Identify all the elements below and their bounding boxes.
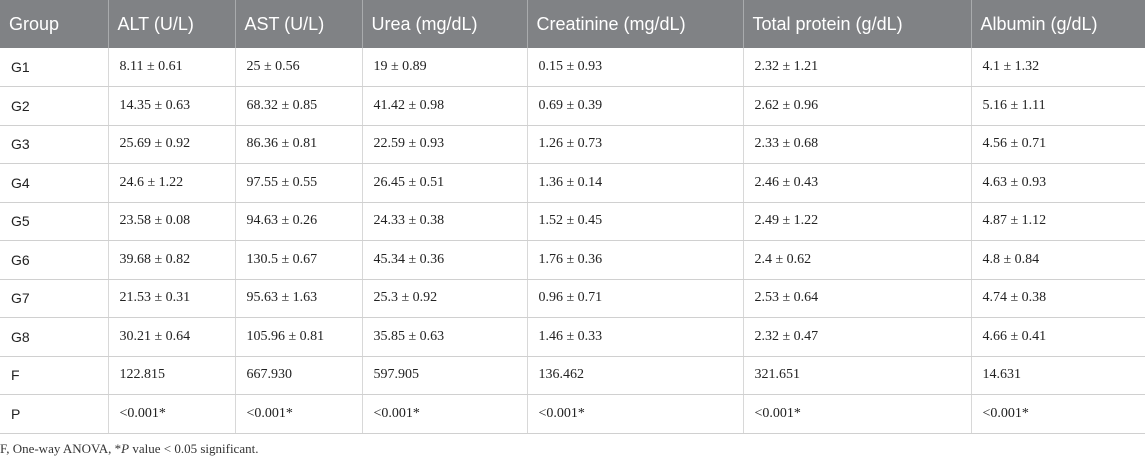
table-cell: 14.35 ± 0.63 — [108, 86, 236, 126]
table-cell: 41.42 ± 0.98 — [362, 86, 528, 126]
table-row: G2 14.35 ± 0.63 68.32 ± 0.85 41.42 ± 0.98 0.… — [0, 86, 1145, 126]
table-cell: 25.3 ± 0.92 — [362, 279, 528, 318]
table-cell: 1.52 ± 0.45 — [527, 202, 744, 241]
table-cell: 23.58 ± 0.08 — [108, 202, 236, 241]
table-cell: G7 — [0, 279, 109, 318]
header-cell: ALT (U/L) — [108, 0, 236, 48]
table-row: G8 30.21 ± 0.64 105.96 ± 0.81 35.85 ± 0.63 1… — [0, 317, 1145, 357]
table-cell: 86.36 ± 0.81 — [235, 125, 363, 164]
table-cell: 22.59 ± 0.93 — [362, 125, 528, 164]
table-row: P <0.001* <0.001* <0.001* <0.001* <0.001* <0.0… — [0, 394, 1145, 434]
table-row: F 122.815 667.930 597.905 136.462 321.651 14.6… — [0, 356, 1145, 395]
table-cell: 2.46 ± 0.43 — [743, 163, 972, 203]
header-cell: Total protein (g/dL) — [743, 0, 972, 48]
table-cell: 105.96 ± 0.81 — [235, 317, 363, 357]
header-cell: Urea (mg/dL) — [362, 0, 528, 48]
table-cell: 26.45 ± 0.51 — [362, 163, 528, 203]
table-cell: P — [0, 394, 109, 434]
table-cell: 25.69 ± 0.92 — [108, 125, 236, 164]
table-cell: 21.53 ± 0.31 — [108, 279, 236, 318]
header-cell: Albumin (g/dL) — [971, 0, 1145, 48]
table-cell: <0.001* — [971, 394, 1145, 434]
table-cell: 4.66 ± 0.41 — [971, 317, 1145, 357]
table-cell: 2.4 ± 0.62 — [743, 240, 972, 280]
table-cell: 19 ± 0.89 — [362, 48, 528, 87]
table-cell: F — [0, 356, 109, 395]
table-cell: 130.5 ± 0.67 — [235, 240, 363, 280]
table-cell: 4.56 ± 0.71 — [971, 125, 1145, 164]
table-cell: G2 — [0, 86, 109, 126]
table-row: G5 23.58 ± 0.08 94.63 ± 0.26 24.33 ± 0.38 1.… — [0, 202, 1145, 241]
table-cell: 30.21 ± 0.64 — [108, 317, 236, 357]
table-cell: 2.33 ± 0.68 — [743, 125, 972, 164]
table-cell: 4.63 ± 0.93 — [971, 163, 1145, 203]
table-cell: 97.55 ± 0.55 — [235, 163, 363, 203]
table-row: G4 24.6 ± 1.22 97.55 ± 0.55 26.45 ± 0.51 1.3… — [0, 163, 1145, 203]
table-cell: <0.001* — [362, 394, 528, 434]
table-cell: <0.001* — [108, 394, 236, 434]
table-cell: 94.63 ± 0.26 — [235, 202, 363, 241]
table-cell: 4.74 ± 0.38 — [971, 279, 1145, 318]
table-cell: 24.33 ± 0.38 — [362, 202, 528, 241]
data-table: Group ALT (U/L) AST (U/L) Urea (mg/dL) Creat… — [0, 0, 1145, 434]
footnote-italic: P — [121, 441, 130, 456]
table-cell: 321.651 — [743, 356, 972, 395]
header-cell: Group — [0, 0, 109, 48]
header-cell: AST (U/L) — [235, 0, 363, 48]
table-row: G3 25.69 ± 0.92 86.36 ± 0.81 22.59 ± 0.93 1.… — [0, 125, 1145, 164]
table-cell: G8 — [0, 317, 109, 357]
table-cell: 24.6 ± 1.22 — [108, 163, 236, 203]
table-cell: 8.11 ± 0.61 — [108, 48, 236, 87]
table-cell: G4 — [0, 163, 109, 203]
table-row: G1 8.11 ± 0.61 25 ± 0.56 19 ± 0.89 0.15 ± 0.… — [0, 48, 1145, 87]
table-cell: <0.001* — [527, 394, 744, 434]
table-cell: 2.32 ± 1.21 — [743, 48, 972, 87]
table-cell: 1.46 ± 0.33 — [527, 317, 744, 357]
table-cell: G5 — [0, 202, 109, 241]
table-cell: G3 — [0, 125, 109, 164]
table-cell: G1 — [0, 48, 109, 87]
table-row: G6 39.68 ± 0.82 130.5 ± 0.67 45.34 ± 0.36 1.… — [0, 240, 1145, 280]
header-cell: Creatinine (mg/dL) — [527, 0, 744, 48]
table-cell: 14.631 — [971, 356, 1145, 395]
table-cell: G6 — [0, 240, 109, 280]
table-cell: 2.53 ± 0.64 — [743, 279, 972, 318]
table-cell: 1.36 ± 0.14 — [527, 163, 744, 203]
table-cell: 136.462 — [527, 356, 744, 395]
table-row: G7 21.53 ± 0.31 95.63 ± 1.63 25.3 ± 0.92 0.9… — [0, 279, 1145, 318]
table-cell: 122.815 — [108, 356, 236, 395]
table-cell: 4.1 ± 1.32 — [971, 48, 1145, 87]
header-row: Group ALT (U/L) AST (U/L) Urea (mg/dL) Creat… — [0, 0, 1145, 48]
table-cell: 25 ± 0.56 — [235, 48, 363, 87]
table-cell: 68.32 ± 0.85 — [235, 86, 363, 126]
table-cell: 2.32 ± 0.47 — [743, 317, 972, 357]
table-cell: 0.69 ± 0.39 — [527, 86, 744, 126]
table-cell: <0.001* — [743, 394, 972, 434]
table-body: G1 8.11 ± 0.61 25 ± 0.56 19 ± 0.89 0.15 ± 0.… — [0, 48, 1145, 434]
footnote-text: F, One-way ANOVA, * — [0, 441, 122, 456]
table-cell: 2.49 ± 1.22 — [743, 202, 972, 241]
table-cell: 35.85 ± 0.63 — [362, 317, 528, 357]
table-cell: 0.15 ± 0.93 — [527, 48, 744, 87]
table-cell: 5.16 ± 1.11 — [971, 86, 1145, 126]
table-cell: 0.96 ± 0.71 — [527, 279, 744, 318]
table-cell: 4.87 ± 1.12 — [971, 202, 1145, 241]
table-cell: 667.930 — [235, 356, 363, 395]
footnote-text: value < 0.05 significant. — [129, 441, 259, 456]
table-cell: 95.63 ± 1.63 — [235, 279, 363, 318]
table-cell: 1.76 ± 0.36 — [527, 240, 744, 280]
table-cell: 39.68 ± 0.82 — [108, 240, 236, 280]
footnote: F, One-way ANOVA, *P value < 0.05 signif… — [0, 441, 258, 457]
table-cell: 4.8 ± 0.84 — [971, 240, 1145, 280]
table-cell: 597.905 — [362, 356, 528, 395]
table-cell: 1.26 ± 0.73 — [527, 125, 744, 164]
table-cell: 2.62 ± 0.96 — [743, 86, 972, 126]
table-cell: 45.34 ± 0.36 — [362, 240, 528, 280]
table-cell: <0.001* — [235, 394, 363, 434]
